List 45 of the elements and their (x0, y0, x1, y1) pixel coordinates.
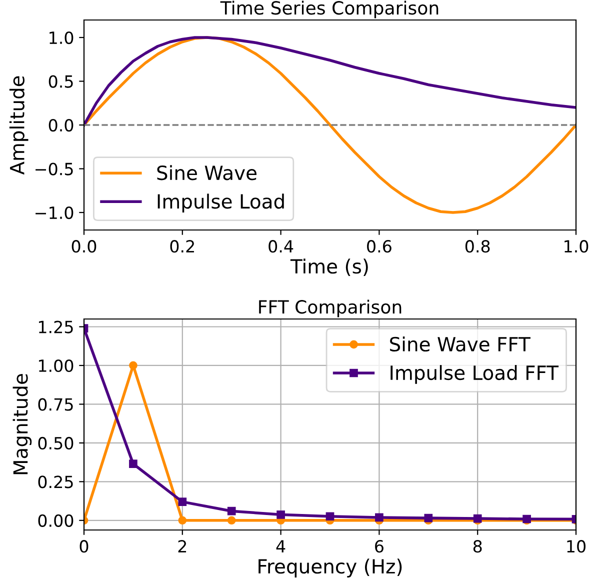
y-axis-title: Amplitude (9, 76, 28, 175)
x-tick-label: 4 (276, 540, 286, 552)
y-tick-label: −0.5 (36, 162, 73, 176)
point (129, 361, 138, 370)
x-tick-label: 0.2 (170, 240, 194, 253)
x-tick-label: 6 (375, 540, 384, 553)
x-tick-label: 0 (80, 540, 88, 553)
line-series (84, 36, 576, 126)
chart-title: FFT Comparison (259, 300, 402, 318)
point (227, 506, 236, 516)
point (227, 516, 236, 525)
x-tick-label: 10 (567, 540, 586, 553)
point (424, 514, 433, 522)
legend-label: Sine Wave FFT (390, 336, 530, 352)
y-tick-label: 0.00 (38, 514, 74, 527)
y-tick-label: 0.25 (38, 476, 73, 488)
x-tick-label: 0.4 (268, 240, 294, 253)
chart-title: Time Series Comparison (220, 0, 438, 18)
point (129, 460, 138, 468)
line-series (84, 36, 576, 214)
legend-label: Sine Wave (157, 165, 256, 180)
legend-label: Impulse Load (158, 194, 284, 212)
x-axis-title: Frequency (Hz) (258, 558, 402, 578)
point (178, 516, 187, 525)
x-tick-label: 8 (473, 540, 482, 553)
y-tick-label: −1.0 (36, 206, 74, 220)
y-tick-label: 0.75 (38, 398, 73, 411)
y-tick-label: 1.00 (39, 359, 74, 372)
x-tick-label: 0.0 (72, 240, 96, 253)
x-tick-label: 2 (178, 540, 186, 552)
legend-label: Impulse Load FFT (390, 365, 559, 384)
point (375, 513, 384, 522)
y-tick-label: 0.0 (48, 118, 74, 132)
point (178, 498, 187, 506)
point (276, 510, 285, 519)
x-tick-label: 0.8 (465, 240, 490, 253)
y-axis-title: Magnitude (12, 374, 32, 474)
point (326, 512, 334, 521)
y-tick-label: 1.0 (50, 31, 74, 44)
y-tick-label: 0.5 (48, 75, 73, 88)
x-axis-title: Time (s) (290, 258, 368, 276)
x-tick-label: 0.6 (367, 240, 392, 253)
y-tick-label: 1.25 (39, 320, 73, 334)
x-tick-label: 1.0 (564, 240, 588, 253)
y-tick-label: 0.50 (38, 436, 74, 450)
